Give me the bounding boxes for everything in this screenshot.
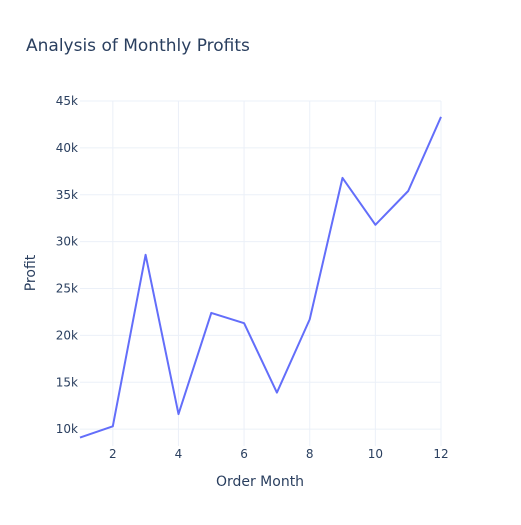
y-tick-label: 10k: [56, 422, 78, 436]
y-tick-label: 15k: [56, 375, 78, 389]
profit-line: [79, 116, 442, 439]
x-axis-ticks: 2 4 6 8 10 12: [109, 447, 449, 461]
x-tick-label: 2: [109, 447, 117, 461]
y-tick-label: 40k: [56, 141, 78, 155]
y-tick-label: 35k: [56, 188, 78, 202]
x-tick-label: 12: [433, 447, 448, 461]
y-tick-label: 25k: [56, 282, 78, 296]
chart-title: Analysis of Monthly Profits: [26, 36, 250, 56]
y-tick-label: 20k: [56, 328, 78, 342]
x-tick-label: 10: [368, 447, 383, 461]
y-tick-label: 45k: [56, 94, 78, 108]
y-axis-ticks: 10k 15k 20k 25k 30k 35k 40k 45k: [56, 94, 78, 436]
x-tick-label: 4: [175, 447, 183, 461]
x-tick-label: 8: [306, 447, 314, 461]
y-axis-label: Profit: [23, 254, 39, 291]
x-axis-label: Order Month: [216, 474, 304, 490]
y-tick-label: 30k: [56, 235, 78, 249]
grid: [80, 100, 442, 446]
x-tick-label: 6: [240, 447, 248, 461]
series-layer: [79, 116, 442, 439]
